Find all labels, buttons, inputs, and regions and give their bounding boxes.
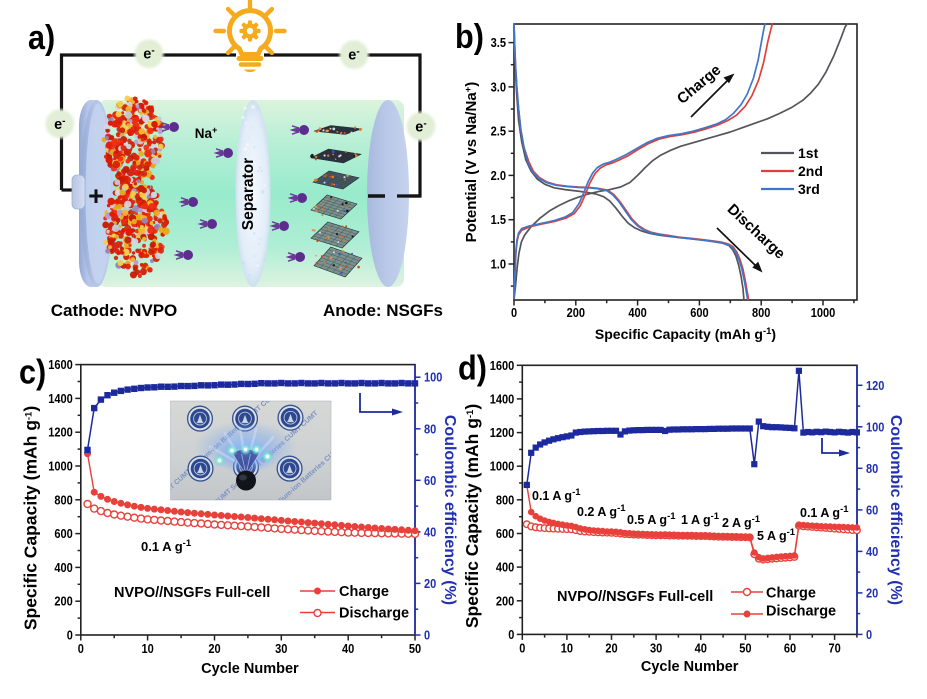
svg-text:30: 30 [275,641,287,656]
svg-text:0.1 A g-1: 0.1 A g-1 [800,504,849,521]
svg-text:40: 40 [866,544,878,559]
svg-text:30: 30 [650,640,662,655]
svg-text:50: 50 [409,641,421,656]
svg-text:800: 800 [752,305,770,320]
svg-text:c): c) [19,354,46,392]
svg-text:1 A g-1: 1 A g-1 [681,511,720,528]
svg-text:400: 400 [628,305,646,320]
svg-text:0.5 A g-1: 0.5 A g-1 [627,511,676,528]
svg-text:Cycle Number: Cycle Number [201,661,299,677]
svg-text:3rd: 3rd [798,181,820,197]
svg-text:800: 800 [54,492,72,507]
svg-text:40: 40 [424,524,436,539]
svg-text:0: 0 [866,627,872,642]
svg-text:0: 0 [511,305,517,320]
svg-text:800: 800 [496,492,514,507]
svg-text:0: 0 [424,628,430,643]
svg-text:1200: 1200 [490,425,515,440]
svg-text:b): b) [455,18,484,56]
svg-text:Potential (V vs Na/Na+): Potential (V vs Na/Na+) [463,82,481,243]
svg-text:d): d) [458,350,487,388]
svg-text:100: 100 [866,419,884,434]
svg-text:1200: 1200 [48,425,73,440]
svg-text:200: 200 [496,593,514,608]
svg-text:e-: e- [143,45,154,63]
svg-text:10: 10 [561,640,573,655]
svg-text:60: 60 [784,640,796,655]
svg-text:2.5: 2.5 [491,124,506,139]
svg-text:50: 50 [739,640,751,655]
svg-text:Na+: Na+ [195,125,218,141]
svg-text:1000: 1000 [811,305,836,320]
svg-text:80: 80 [424,421,436,436]
svg-text:Specific Capacity (mAh g-1): Specific Capacity (mAh g-1) [462,404,482,628]
svg-text:200: 200 [567,305,585,320]
svg-text:20: 20 [208,641,220,656]
svg-text:400: 400 [496,560,514,575]
svg-text:Coulombic efficiency (%): Coulombic efficiency (%) [441,415,458,605]
svg-text:Cycle Number: Cycle Number [641,659,739,675]
svg-text:60: 60 [866,502,878,517]
svg-text:400: 400 [54,560,72,575]
svg-text:e-: e- [348,46,359,64]
svg-text:0: 0 [67,628,73,643]
svg-text:1st: 1st [798,145,819,161]
svg-text:1600: 1600 [490,358,515,373]
svg-text:0: 0 [508,627,514,642]
svg-text:Discharge: Discharge [766,604,836,620]
svg-text:600: 600 [690,305,708,320]
svg-text:0: 0 [78,641,84,656]
svg-text:20: 20 [424,576,436,591]
svg-text:0.1 A g-1: 0.1 A g-1 [532,487,581,504]
svg-text:20: 20 [605,640,617,655]
svg-text:5 A g-1: 5 A g-1 [757,527,796,544]
svg-text:e-: e- [415,118,426,136]
svg-text:10: 10 [141,641,153,656]
svg-text:Discharge: Discharge [339,606,409,622]
svg-text:+: + [88,181,104,211]
svg-text:0.2 A g-1: 0.2 A g-1 [577,503,626,520]
svg-text:Cathode: NVPO: Cathode: NVPO [51,301,178,320]
svg-text:0.1 A g-1: 0.1 A g-1 [141,538,192,555]
svg-text:600: 600 [496,526,514,541]
svg-text:20: 20 [866,585,878,600]
svg-text:Separator: Separator [240,158,257,230]
svg-text:Specific Capacity (mAh g-1): Specific Capacity (mAh g-1) [595,326,776,343]
svg-text:Charge: Charge [766,586,816,602]
svg-text:1.5: 1.5 [491,212,506,227]
svg-text:40: 40 [695,640,707,655]
svg-text:2 A g-1: 2 A g-1 [722,514,761,531]
svg-text:e-: e- [54,115,65,133]
svg-text:60: 60 [424,473,436,488]
svg-text:40: 40 [342,641,354,656]
svg-text:70: 70 [828,640,840,655]
svg-text:1000: 1000 [490,459,515,474]
svg-text:3.0: 3.0 [491,79,506,94]
svg-text:2.0: 2.0 [491,168,506,183]
svg-text:2nd: 2nd [798,163,823,179]
svg-text:0: 0 [519,640,525,655]
svg-text:200: 200 [54,594,72,609]
svg-text:120: 120 [866,378,884,393]
svg-text:1600: 1600 [48,357,73,372]
svg-text:3.5: 3.5 [491,35,506,50]
svg-text:Charge: Charge [339,584,389,600]
svg-text:1000: 1000 [48,459,73,474]
svg-text:a): a) [28,19,55,57]
svg-text:Coulombic efficiency (%): Coulombic efficiency (%) [887,415,904,605]
svg-text:80: 80 [866,461,878,476]
svg-text:Specific Capacity (mAh g-1): Specific Capacity (mAh g-1) [21,406,41,630]
svg-text:1400: 1400 [490,391,515,406]
svg-text:1.0: 1.0 [491,257,506,272]
svg-text:Anode: NSGFs: Anode: NSGFs [323,301,443,320]
svg-text:NVPO//NSGFs Full-cell: NVPO//NSGFs Full-cell [114,585,270,601]
svg-text:100: 100 [424,370,442,385]
svg-text:600: 600 [54,526,72,541]
svg-text:NVPO//NSGFs Full-cell: NVPO//NSGFs Full-cell [557,589,713,605]
svg-text:1400: 1400 [48,391,73,406]
